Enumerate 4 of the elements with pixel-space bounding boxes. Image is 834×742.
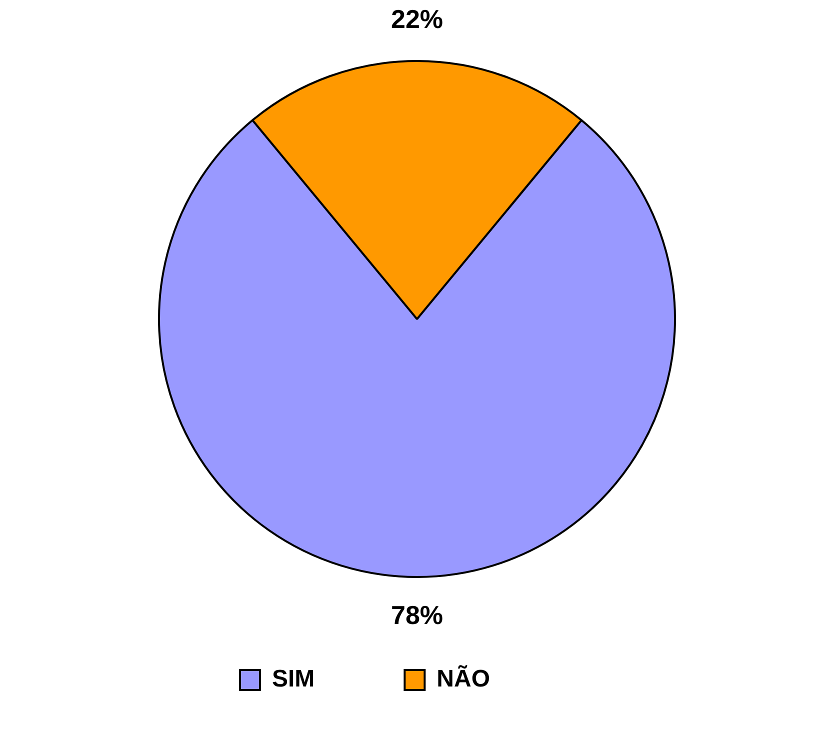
- legend-label: NÃO: [436, 664, 490, 693]
- legend-label: SIM: [272, 666, 315, 693]
- data-label: 78%: [390, 600, 444, 630]
- data-label: 22%: [390, 4, 444, 34]
